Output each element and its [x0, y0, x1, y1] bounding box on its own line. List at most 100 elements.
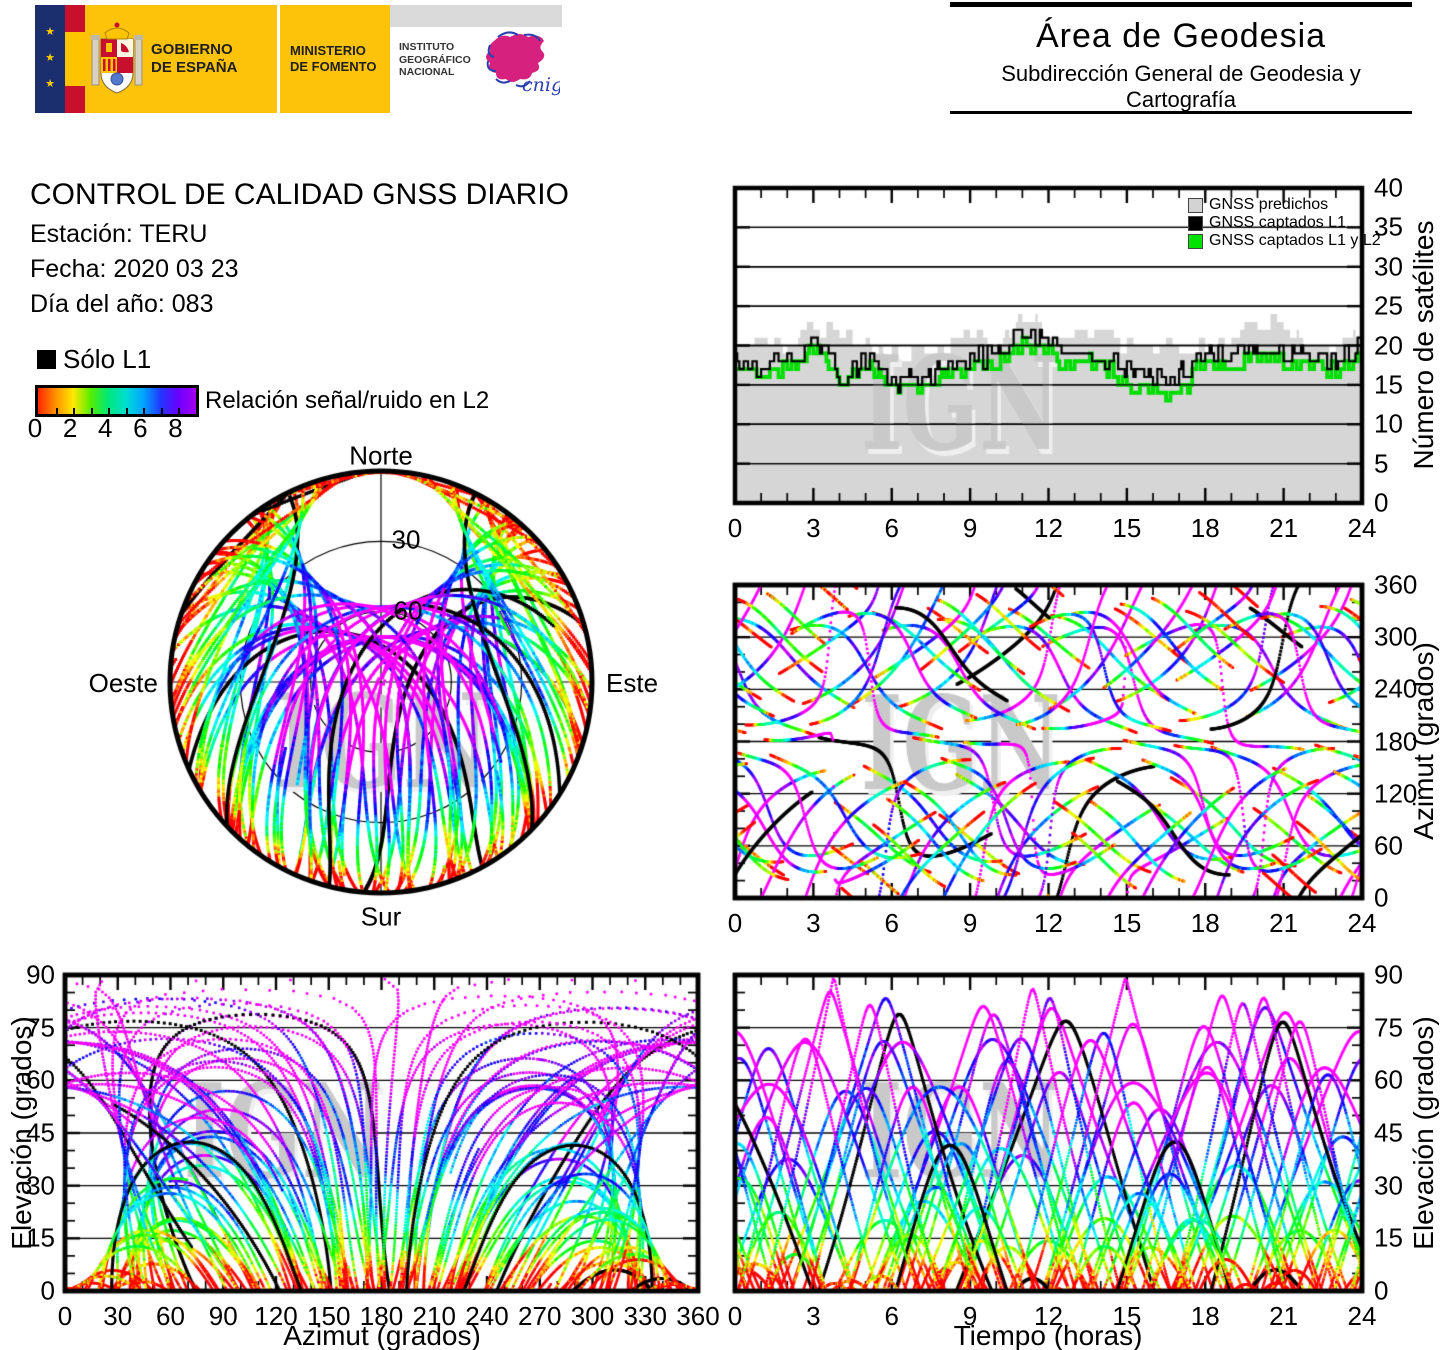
colorbar-tick [178, 408, 181, 414]
gobierno-box: GOBIERNO DE ESPAÑA [85, 5, 277, 113]
tick-label: 5 [1374, 448, 1389, 479]
colorbar-tick [108, 408, 111, 414]
area-geodesia-header: Área de Geodesia Subdirección General de… [950, 2, 1412, 114]
tick-label: 9 [962, 1301, 978, 1331]
tick-label: 18 [1190, 908, 1220, 938]
cnig-logo-icon: cnig [486, 31, 560, 96]
tick-label: 60 [1374, 1064, 1403, 1095]
colorbar-tick-label: 6 [133, 413, 148, 443]
solo-l1-label: Sólo L1 [63, 344, 152, 374]
colorbar-tick [90, 408, 93, 414]
tick-label: 3 [806, 1301, 821, 1331]
colorbar-tick-label: 8 [168, 413, 183, 443]
flag-yellow-band [65, 32, 85, 86]
ring-60-label: 60 [393, 595, 423, 626]
area-title: Área de Geodesia [1035, 17, 1327, 55]
instituto-line1: INSTITUTO [399, 41, 455, 53]
tick-label: 45 [26, 1117, 55, 1148]
tick-label: 3 [806, 908, 821, 938]
instituto-label: INSTITUTO GEOGRÁFICO NACIONAL [399, 41, 471, 79]
tick-label: 12 [1034, 513, 1063, 543]
tick-label: 21 [1269, 1301, 1299, 1331]
gray-swatch-icon [1188, 197, 1203, 213]
tick-label: 30 [103, 1301, 133, 1331]
tick-label: 30 [26, 1170, 55, 1201]
tick-label: 3 [806, 513, 821, 543]
tick-label: 0 [1374, 1275, 1389, 1306]
tick-label: 24 [1347, 513, 1377, 543]
legend-gnss-captados-l1: GNSS captados L1 [1188, 214, 1346, 232]
spain-coat-of-arms-icon [91, 22, 143, 94]
tick-label: 0 [727, 908, 743, 938]
colorbar-tick-label: 2 [62, 413, 78, 443]
tick-label: 30 [1374, 251, 1403, 282]
tick-label: 75 [1374, 1012, 1403, 1043]
tick-label: 90 [26, 959, 55, 990]
legend-label: GNSS captados L1 [1209, 214, 1346, 231]
tick-label: 0 [40, 1275, 55, 1306]
flag-red-band [65, 86, 85, 113]
station-label: Estación: TERU [30, 220, 208, 248]
instituto-line3: NACIONAL [399, 66, 455, 78]
colorbar-tick [125, 408, 128, 414]
colorbar-tick [55, 408, 58, 414]
area-subtitle: Subdirección General de Geodesia y Carto… [1001, 61, 1361, 112]
tick-label: 0 [57, 1301, 73, 1331]
tick-label: 0 [727, 1301, 743, 1331]
page-title: CONTROL DE CALIDAD GNSS DIARIO [30, 178, 569, 211]
government-header: ★ ★ ★ [35, 5, 562, 113]
tick-label: 6 [884, 1301, 899, 1331]
tick-label: 18 [1190, 513, 1220, 543]
gobierno-label: GOBIERNO DE ESPAÑA [151, 41, 237, 77]
gobierno-line2: DE ESPAÑA [151, 59, 238, 76]
tick-label: 240 [465, 1301, 509, 1331]
tick-label: 270 [518, 1301, 562, 1331]
legend-gnss-captados-l1-l2: GNSS captados L1 y L2 [1188, 232, 1381, 250]
tick-label: 210 [412, 1301, 456, 1331]
colorbar-tick [160, 408, 163, 414]
tick-label: 24 [1347, 908, 1377, 938]
date-label: Fecha: 2020 03 23 [30, 255, 239, 283]
tick-label: 21 [1269, 513, 1299, 543]
ign-logo-box: INSTITUTO GEOGRÁFICO NACIONAL cnig [390, 5, 562, 113]
tick-label: 120 [254, 1301, 298, 1331]
tick-label: 12 [1034, 1301, 1063, 1331]
tick-label: 180 [1374, 726, 1418, 756]
compass-east-label: Este [606, 668, 659, 698]
compass-west-label: Oeste [88, 668, 158, 698]
tick-label: 90 [1374, 959, 1403, 990]
ministerio-line2: DE FOMENTO [290, 59, 377, 74]
spain-flag-strip [65, 5, 85, 113]
tick-label: 30 [1374, 1170, 1403, 1201]
tick-label: 240 [1374, 673, 1418, 704]
tick-label: 60 [156, 1301, 185, 1331]
eu-flag-strip: ★ ★ ★ [35, 5, 65, 113]
tick-label: 15 [1374, 1222, 1403, 1253]
eu-star-icon: ★ [45, 52, 55, 64]
instituto-line2: GEOGRÁFICO [399, 53, 471, 66]
snr-colorbar [35, 385, 199, 417]
tick-label: 6 [884, 513, 899, 543]
black-square-icon [37, 350, 56, 369]
tick-label: 360 [676, 1301, 720, 1331]
legend-label: GNSS predichos [1209, 196, 1329, 213]
tick-label: 20 [1374, 330, 1403, 360]
tick-label: 15 [26, 1222, 55, 1253]
tick-label: 60 [1374, 830, 1403, 861]
tick-label: 12 [1034, 908, 1063, 938]
tick-label: 45 [1374, 1117, 1403, 1148]
colorbar-tick [73, 408, 76, 414]
header-divider [277, 5, 280, 113]
tick-label: 15 [1112, 1301, 1142, 1331]
ministerio-box: MINISTERIO DE FOMENTO [280, 5, 390, 113]
eu-star-icon: ★ [45, 78, 55, 90]
gobierno-line1: GOBIERNO [151, 41, 233, 58]
tick-label: 9 [962, 908, 978, 938]
compass-north-label: Norte [349, 440, 413, 471]
tick-label: 360 [1374, 569, 1418, 600]
eu-star-icon: ★ [45, 26, 55, 38]
tick-label: 90 [208, 1301, 238, 1331]
tick-label: 300 [570, 1301, 615, 1331]
